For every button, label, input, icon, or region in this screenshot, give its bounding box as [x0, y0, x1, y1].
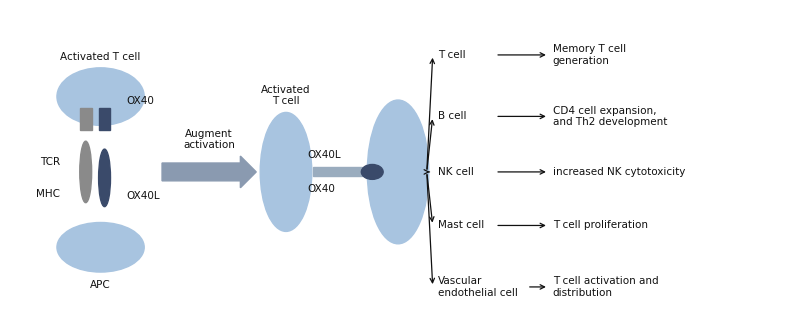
- Text: MHC: MHC: [36, 189, 60, 199]
- Ellipse shape: [57, 68, 144, 125]
- Text: Augment
activation: Augment activation: [183, 128, 235, 150]
- Text: CD4 cell expansion,
and Th2 development: CD4 cell expansion, and Th2 development: [553, 106, 667, 127]
- FancyArrow shape: [162, 156, 256, 188]
- Text: NK cell: NK cell: [437, 167, 473, 177]
- Text: Mast cell: Mast cell: [437, 220, 484, 230]
- Text: Vascular
endothelial cell: Vascular endothelial cell: [437, 276, 517, 298]
- Text: increased NK cytotoxicity: increased NK cytotoxicity: [553, 167, 685, 177]
- Ellipse shape: [368, 100, 429, 244]
- Ellipse shape: [80, 141, 91, 203]
- Text: Activated
T cell: Activated T cell: [261, 85, 311, 107]
- Text: T cell proliferation: T cell proliferation: [553, 220, 648, 230]
- Text: OX40: OX40: [308, 184, 336, 194]
- Text: OX40L: OX40L: [127, 191, 160, 201]
- Text: OX40: OX40: [127, 96, 155, 107]
- Text: B cell: B cell: [437, 111, 466, 121]
- FancyBboxPatch shape: [80, 109, 91, 130]
- Ellipse shape: [57, 222, 144, 272]
- Ellipse shape: [99, 149, 111, 207]
- Text: TCR: TCR: [40, 157, 60, 167]
- Text: T cell: T cell: [437, 50, 465, 60]
- Ellipse shape: [260, 112, 312, 231]
- Ellipse shape: [361, 165, 383, 179]
- FancyBboxPatch shape: [312, 168, 362, 176]
- FancyBboxPatch shape: [99, 109, 111, 130]
- Text: OX40L: OX40L: [308, 150, 341, 160]
- Text: T cell activation and
distribution: T cell activation and distribution: [553, 276, 658, 298]
- Text: Activated T cell: Activated T cell: [60, 52, 141, 62]
- Text: APC: APC: [91, 280, 111, 290]
- Text: Memory T cell
generation: Memory T cell generation: [553, 44, 626, 66]
